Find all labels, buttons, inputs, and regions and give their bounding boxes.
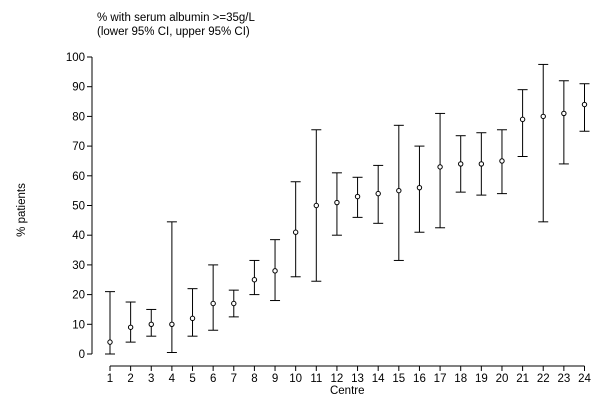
- x-tick-label: 13: [351, 373, 364, 385]
- data-point: [107, 339, 113, 345]
- y-tick-label: 20: [72, 290, 85, 302]
- data-point: [210, 300, 216, 307]
- x-tick-label: 9: [272, 373, 278, 385]
- x-tick-label: 10: [289, 373, 302, 385]
- data-point: [478, 161, 485, 167]
- y-tick-label: 10: [72, 319, 85, 331]
- data-point: [148, 321, 154, 327]
- x-tick-label: 19: [475, 373, 488, 385]
- data-point: [231, 300, 237, 307]
- data-point: [540, 113, 546, 120]
- x-tick-label: 22: [537, 373, 550, 385]
- x-tick-label: 6: [210, 373, 216, 385]
- data-point: [561, 110, 567, 117]
- chart-subtitle: (lower 95% CI, upper 95% CI): [97, 26, 250, 38]
- y-tick-label: 40: [72, 230, 85, 242]
- x-tick-label: 11: [310, 373, 322, 385]
- x-tick-label: 5: [189, 373, 195, 385]
- x-tick-label: 1: [107, 373, 113, 385]
- x-tick-label: 21: [516, 373, 529, 385]
- data-point: [581, 101, 588, 108]
- data-point: [334, 199, 340, 206]
- x-tick-label: 8: [251, 373, 257, 385]
- chart-title: % with serum albumin >=35g/L: [97, 12, 255, 24]
- y-tick-label: 100: [66, 52, 85, 64]
- y-tick-label: 90: [72, 82, 85, 94]
- x-tick-label: 23: [557, 373, 570, 385]
- y-tick-label: 60: [72, 171, 85, 183]
- x-tick-label: 18: [454, 373, 467, 385]
- data-point: [519, 116, 526, 123]
- data-point: [169, 321, 175, 327]
- x-tick-label: 4: [169, 373, 176, 385]
- x-tick-label: 20: [496, 373, 509, 385]
- data-point: [396, 187, 402, 194]
- x-tick-label: 15: [392, 373, 405, 385]
- x-axis-label: Centre: [330, 385, 365, 397]
- x-tick-label: 3: [148, 373, 154, 385]
- x-tick-label: 16: [413, 373, 426, 385]
- data-point: [416, 184, 423, 191]
- data-point: [354, 193, 361, 200]
- x-tick-label: 7: [231, 373, 237, 385]
- x-tick-label: 17: [434, 373, 447, 385]
- data-point: [127, 324, 134, 330]
- data-point: [375, 190, 381, 197]
- y-tick-label: 80: [72, 111, 85, 123]
- x-tick-label: 14: [372, 373, 385, 385]
- data-point: [313, 202, 319, 209]
- data-point: [499, 158, 505, 164]
- y-tick-label: 50: [72, 201, 85, 213]
- data-point: [251, 277, 258, 283]
- x-tick-label: 12: [331, 373, 344, 385]
- data-point: [292, 229, 299, 235]
- data-point: [437, 164, 443, 170]
- y-tick-label: 30: [72, 260, 85, 272]
- x-tick-label: 2: [127, 373, 133, 385]
- data-point: [458, 161, 464, 167]
- chart-title-block: % with serum albumin >=35g/L (lower 95% …: [97, 11, 255, 39]
- data-point: [272, 268, 278, 274]
- x-tick-label: 24: [578, 373, 591, 385]
- data-point: [189, 315, 196, 322]
- y-tick-label: 70: [72, 141, 85, 153]
- y-tick-label: 0: [79, 349, 85, 361]
